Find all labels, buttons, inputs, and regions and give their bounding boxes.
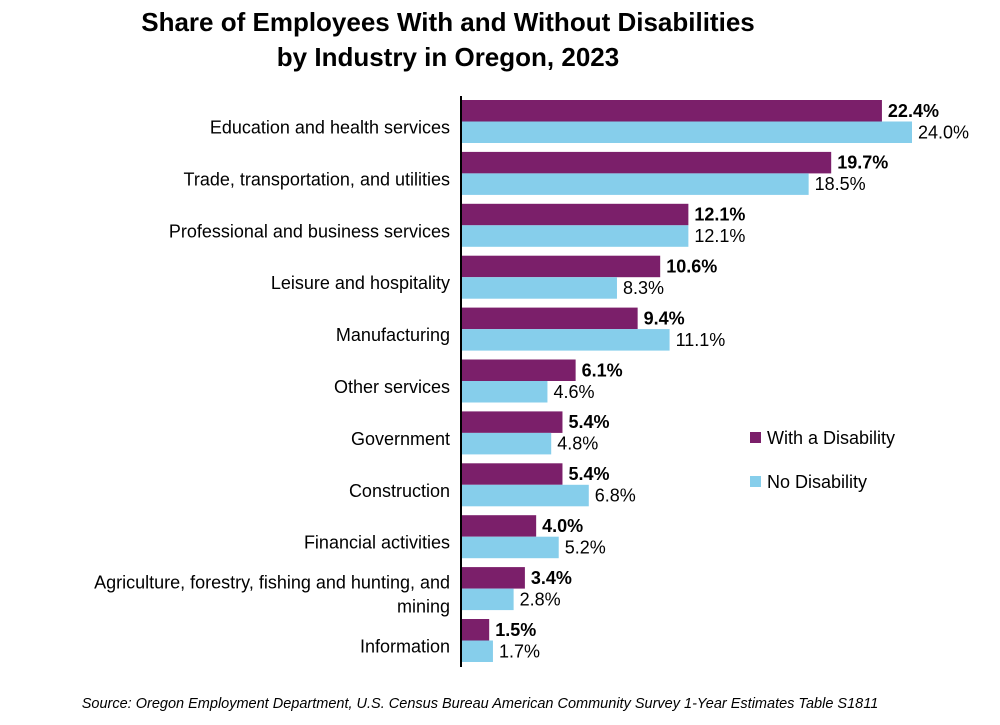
data-label: 11.1% xyxy=(676,330,726,350)
data-label: 1.5% xyxy=(495,620,536,640)
chart-title-line-1: Share of Employees With and Without Disa… xyxy=(141,7,755,37)
data-label: 5.4% xyxy=(568,464,609,484)
bar-with-disability xyxy=(461,567,525,589)
data-label: 1.7% xyxy=(499,641,540,661)
data-label: 12.1% xyxy=(694,205,745,225)
legend-swatch-no-disability xyxy=(750,476,761,487)
data-label: 6.1% xyxy=(582,360,623,380)
data-label: 6.8% xyxy=(595,486,636,506)
bar-no-disability xyxy=(461,121,912,143)
bar-no-disability xyxy=(461,484,589,507)
category-label: Financial activities xyxy=(304,533,450,553)
data-label: 4.0% xyxy=(542,516,583,536)
data-label: 4.6% xyxy=(553,382,594,402)
category-label: Government xyxy=(351,429,450,449)
category-label: Education and health services xyxy=(210,118,450,138)
data-label: 3.4% xyxy=(531,568,572,588)
bar-with-disability xyxy=(461,619,490,641)
bar-with-disability xyxy=(461,255,661,278)
bar-with-disability xyxy=(461,411,563,433)
legend-label-with-disability: With a Disability xyxy=(767,428,895,448)
data-label: 5.4% xyxy=(568,412,609,432)
category-label: Other services xyxy=(334,377,450,397)
category-label: mining xyxy=(397,597,450,617)
bar-no-disability xyxy=(461,381,548,403)
chart-title-line-2: by Industry in Oregon, 2023 xyxy=(277,42,619,72)
data-label: 5.2% xyxy=(565,537,606,557)
bar-no-disability xyxy=(461,536,559,559)
data-label: 24.0% xyxy=(918,122,969,142)
bar-no-disability xyxy=(461,329,670,351)
bar-with-disability xyxy=(461,359,576,381)
data-label: 19.7% xyxy=(837,153,888,173)
bar-with-disability xyxy=(461,203,689,226)
category-label: Information xyxy=(360,637,450,657)
category-label: Leisure and hospitality xyxy=(271,273,450,293)
category-label: Professional and business services xyxy=(169,221,450,241)
data-label: 4.8% xyxy=(557,434,598,454)
bar-with-disability xyxy=(461,463,563,485)
bar-with-disability xyxy=(461,515,537,537)
bar-with-disability xyxy=(461,307,638,330)
bar-no-disability xyxy=(461,432,552,455)
data-label: 18.5% xyxy=(815,174,866,194)
category-label: Trade, transportation, and utilities xyxy=(184,169,450,189)
bar-no-disability xyxy=(461,588,514,611)
data-label: 9.4% xyxy=(644,308,685,328)
category-label: Construction xyxy=(349,481,450,501)
bar-with-disability xyxy=(461,151,832,174)
bars: 22.4%24.0% Education and health services 1… xyxy=(94,100,969,662)
category-label: Manufacturing xyxy=(336,325,450,345)
data-label: 12.1% xyxy=(694,226,745,246)
bar-with-disability xyxy=(461,100,882,122)
legend-label-no-disability: No Disability xyxy=(767,472,867,492)
data-label: 2.8% xyxy=(520,589,561,609)
source-note: Source: Oregon Employment Department, U.… xyxy=(82,696,879,712)
bar-no-disability xyxy=(461,173,809,195)
data-label: 8.3% xyxy=(623,278,664,298)
bar-no-disability xyxy=(461,277,617,299)
category-label: Agriculture, forestry, fishing and hunti… xyxy=(94,573,450,593)
data-label: 10.6% xyxy=(666,256,717,276)
bar-no-disability xyxy=(461,640,493,662)
bar-no-disability xyxy=(461,225,689,247)
legend-swatch-with-disability xyxy=(750,432,761,443)
data-label: 22.4% xyxy=(888,101,939,121)
legend: With a Disability No Disability xyxy=(750,428,895,492)
